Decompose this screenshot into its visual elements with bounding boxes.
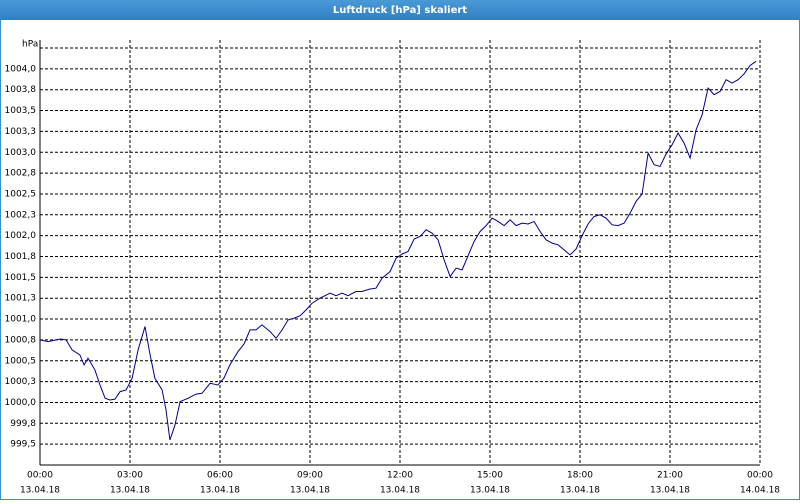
- x-tick-date: 13.04.18: [380, 486, 420, 496]
- x-tick-label: 03:00: [117, 471, 143, 481]
- y-tick-label: 1001,5: [5, 273, 37, 283]
- x-tick-label: 00:00: [27, 471, 53, 481]
- data-line: [39, 60, 757, 441]
- y-tick-label: 1003,3: [5, 127, 37, 137]
- y-tick-label: 1000,5: [5, 356, 37, 366]
- x-tick-label: 15:00: [477, 471, 503, 481]
- y-tick-label: 1001,0: [5, 315, 37, 325]
- x-tick-label: 00:00: [747, 471, 773, 481]
- y-tick-label: 1001,8: [5, 252, 37, 262]
- y-tick-label: 1003,5: [5, 106, 37, 116]
- y-axis-label: hPa: [22, 40, 38, 50]
- x-tick-label: 18:00: [567, 471, 593, 481]
- y-tick-label: 999,5: [10, 440, 36, 450]
- x-tick-label: 09:00: [297, 471, 323, 481]
- y-tick-label: 1002,0: [5, 231, 37, 241]
- y-tick-label: 1003,8: [5, 85, 37, 95]
- y-tick-label: 1002,8: [5, 169, 37, 179]
- x-tick-date: 13.04.18: [200, 486, 240, 496]
- y-tick-label: 999,8: [10, 419, 36, 429]
- y-tick-label: 1002,5: [5, 189, 37, 199]
- title: Luftdruck [hPa] skaliert: [333, 5, 467, 16]
- x-tick-date: 13.04.18: [560, 486, 600, 496]
- y-tick-label: 1000,3: [5, 377, 37, 387]
- x-tick-label: 06:00: [207, 471, 233, 481]
- y-tick-label: 1001,3: [5, 294, 37, 304]
- x-tick-label: 21:00: [657, 471, 683, 481]
- y-tick-label: 1000,8: [5, 335, 37, 345]
- y-tick-label: 1000,0: [5, 398, 37, 408]
- title-bar: [0, 0, 800, 20]
- x-tick-date: 13.04.18: [20, 486, 60, 496]
- x-tick-date: 13.04.18: [650, 486, 690, 496]
- y-tick-label: 1004,0: [5, 64, 37, 74]
- x-tick-date: 14.04.18: [740, 486, 780, 496]
- x-tick-date: 13.04.18: [110, 486, 150, 496]
- y-tick-label: 1002,3: [5, 210, 37, 220]
- x-tick-date: 13.04.18: [470, 486, 510, 496]
- y-tick-label: 1003,0: [5, 148, 37, 158]
- x-tick-date: 13.04.18: [290, 486, 330, 496]
- x-tick-label: 12:00: [387, 471, 413, 481]
